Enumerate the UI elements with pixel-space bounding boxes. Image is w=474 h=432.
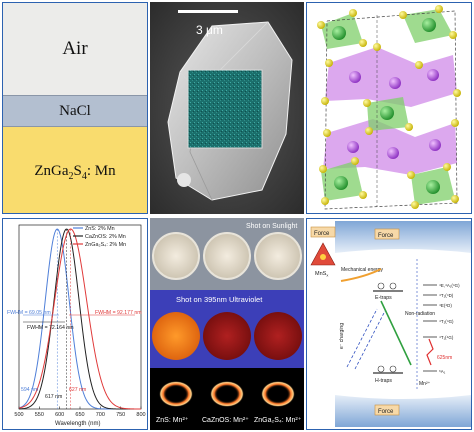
h-traps-label: H-traps: [375, 378, 392, 384]
sunlight-sample-3: [254, 232, 302, 280]
ml-ring-3: [261, 381, 295, 407]
eds-map: [187, 69, 263, 149]
uv-sample-1: [152, 312, 200, 360]
uv-label: Shot on 395nm Ultraviolet: [176, 295, 263, 304]
sem-image: 3 μm: [150, 2, 304, 214]
level-label-4: ⁴T₂(⁴G): [439, 319, 454, 324]
crystal-structure: [307, 3, 471, 213]
level-label-1: ⁴E,⁴A₁(⁴G): [439, 283, 460, 288]
sunlight-sample-2: [203, 232, 251, 280]
x-axis-label: Wavelength (nm): [55, 421, 100, 427]
peak-label-1: 594 nm: [21, 387, 38, 393]
emission-arrow: [426, 338, 434, 366]
mn-ion-label: Mn²⁺: [419, 381, 431, 387]
level-label-5: ⁴T₁(⁴G): [439, 335, 454, 340]
sample-photos: Shot on Sunlight Shot on 395nm Ultraviol…: [150, 218, 304, 430]
fwhm-label-2: FWHM = 72.164 nm: [27, 325, 74, 331]
ml-ring-2: [210, 381, 244, 407]
level-label-2: ⁴T₂(⁴D): [439, 293, 454, 298]
force-top-label: Force: [378, 233, 394, 239]
scale-bar: [178, 10, 238, 13]
legend-label-2: CaZnOS: 2% Mn: [85, 234, 126, 240]
sem-image-panel: 3 μm: [150, 2, 304, 214]
x-tick-label-650: 650: [75, 412, 84, 418]
e-charging-label: e⁻ charging: [339, 323, 345, 349]
emission-spectrum-panel: 500 550 600 650 700 750 800 ZnS: 2% Mn CaZnOS:…: [2, 218, 148, 430]
sample-label-2: CaZnOS: Mn²⁺: [202, 417, 249, 424]
peak-label-2: 617 nm: [45, 394, 62, 400]
scale-label: 3 μm: [196, 23, 223, 37]
valence-band: [335, 395, 471, 427]
sample-label-3: ZnGa₂S₄: Mn²⁺: [254, 417, 302, 424]
peak-label-3: 627 nm: [69, 387, 86, 393]
series-line-2: [18, 228, 141, 410]
spectrum-axes: 500 550 600 650 700 750 800: [14, 224, 146, 418]
sunlight-sample-1: [152, 232, 200, 280]
x-tick-label-550: 550: [35, 412, 44, 418]
sample-label-1: ZnS: Mn²⁺: [156, 417, 189, 424]
legend-label-1: ZnS: 2% Mn: [85, 226, 115, 232]
mechanical-energy-label: Mechanical energy: [341, 267, 383, 273]
mechanism-diagram: Force Force Force MnSx Mechanical energy…: [310, 221, 471, 427]
air-label: Air: [62, 38, 88, 59]
uv-sample-2: [203, 312, 251, 360]
fwhm-label-3: FWHM = 92.177 nm: [95, 310, 142, 316]
emission-spectrum-chart: 500 550 600 650 700 750 800 ZnS: 2% Mn CaZnOS:…: [7, 224, 146, 427]
spectrum-legend: ZnS: 2% Mn CaZnOS: 2% Mn ZnGa₂S₄: 2% Mn: [73, 226, 126, 248]
emission-label: 625nm: [437, 355, 452, 361]
level-label-6: ⁶A₁: [439, 369, 446, 374]
x-tick-label-800: 800: [136, 412, 145, 418]
layer-structure-panel: Air NaCl ZnGa2S4: Mn: [2, 2, 148, 214]
spectrum-curves: [18, 228, 141, 410]
air-layer: Air: [3, 3, 147, 95]
x-tick-label-600: 600: [55, 412, 64, 418]
mnsx-label: MnSx: [315, 271, 328, 278]
conduction-band: [335, 221, 471, 253]
non-radiation-label: Non-radiation: [405, 311, 435, 317]
series-line-3: [18, 228, 141, 410]
uv-sample-3: [254, 312, 302, 360]
phosphor-label: ZnGa2S4: Mn: [34, 162, 116, 182]
force-bottom-label: Force: [378, 409, 394, 415]
legend-label-3: ZnGa₂S₄: 2% Mn: [85, 242, 126, 248]
mechanism-diagram-panel: Force Force Force MnSx Mechanical energy…: [306, 218, 472, 430]
force-left-label: Force: [314, 231, 330, 237]
x-tick-label-700: 700: [96, 412, 105, 418]
e-traps-label: E-traps: [375, 295, 392, 301]
fwhm-label-1: FWHM = 69.05 nm: [7, 310, 51, 316]
x-tick-label-750: 750: [116, 412, 125, 418]
sample-photos-panel: Shot on Sunlight Shot on 395nm Ultraviol…: [150, 218, 304, 430]
level-label-3: ⁴E(⁴D): [439, 303, 452, 308]
sunlight-label: Shot on Sunlight: [246, 223, 297, 230]
nacl-layer: NaCl: [3, 95, 147, 127]
nacl-label: NaCl: [59, 102, 91, 119]
crystal-structure-panel: [306, 2, 472, 214]
ml-ring-1: [159, 381, 193, 407]
phosphor-layer: ZnGa2S4: Mn: [3, 127, 147, 213]
x-tick-label-500: 500: [14, 412, 23, 418]
